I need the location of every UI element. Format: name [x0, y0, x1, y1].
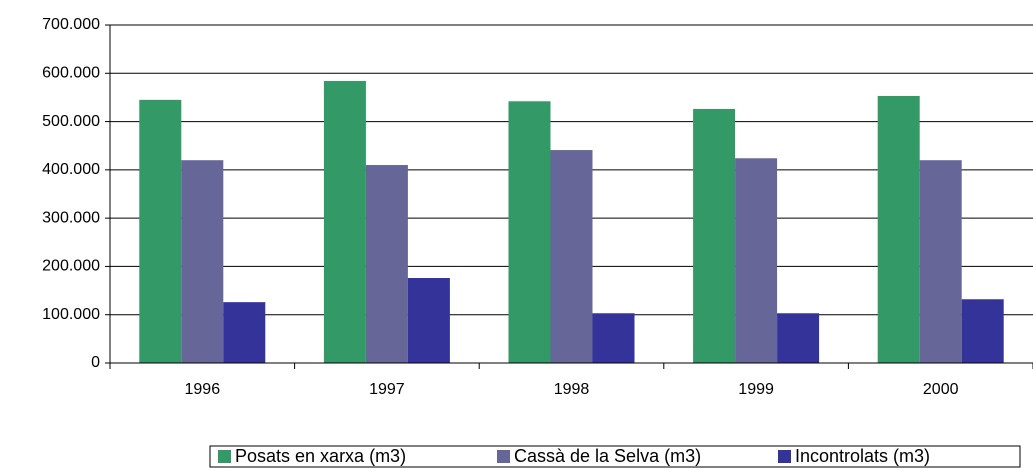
y-tick-label: 100.000: [42, 306, 100, 323]
y-tick-label: 700.000: [42, 16, 100, 33]
legend-label: Incontrolats (m3): [795, 446, 930, 466]
legend-box: [209, 445, 1021, 468]
bar: [365, 165, 408, 363]
bar: [961, 299, 1004, 363]
x-tick-label: 1998: [554, 381, 590, 398]
legend-label: Cassà de la Selva (m3): [514, 446, 701, 466]
legend-swatch: [497, 450, 510, 463]
bar: [877, 95, 920, 363]
y-tick-label: 400.000: [42, 161, 100, 178]
y-tick-label: 500.000: [42, 113, 100, 130]
bar: [592, 313, 635, 363]
x-tick-label: 2000: [923, 381, 959, 398]
bar: [223, 302, 266, 363]
y-tick-label: 300.000: [42, 209, 100, 226]
bar: [323, 81, 366, 364]
bar: [735, 158, 778, 363]
bar: [777, 313, 820, 363]
bar: [181, 160, 224, 363]
legend-swatch: [218, 450, 231, 463]
y-tick-label: 200.000: [42, 258, 100, 275]
legend-swatch: [778, 450, 791, 463]
x-tick-label: 1999: [738, 381, 774, 398]
bar: [508, 101, 551, 363]
bar: [139, 99, 182, 363]
y-tick-label: 0: [91, 354, 100, 371]
bar: [550, 150, 593, 363]
y-tick-label: 600.000: [42, 65, 100, 82]
bar: [919, 160, 962, 363]
legend-label: Posats en xarxa (m3): [235, 446, 406, 466]
x-tick-label: 1996: [185, 381, 221, 398]
bar: [693, 109, 736, 363]
bar: [407, 278, 450, 363]
x-tick-label: 1997: [369, 381, 405, 398]
